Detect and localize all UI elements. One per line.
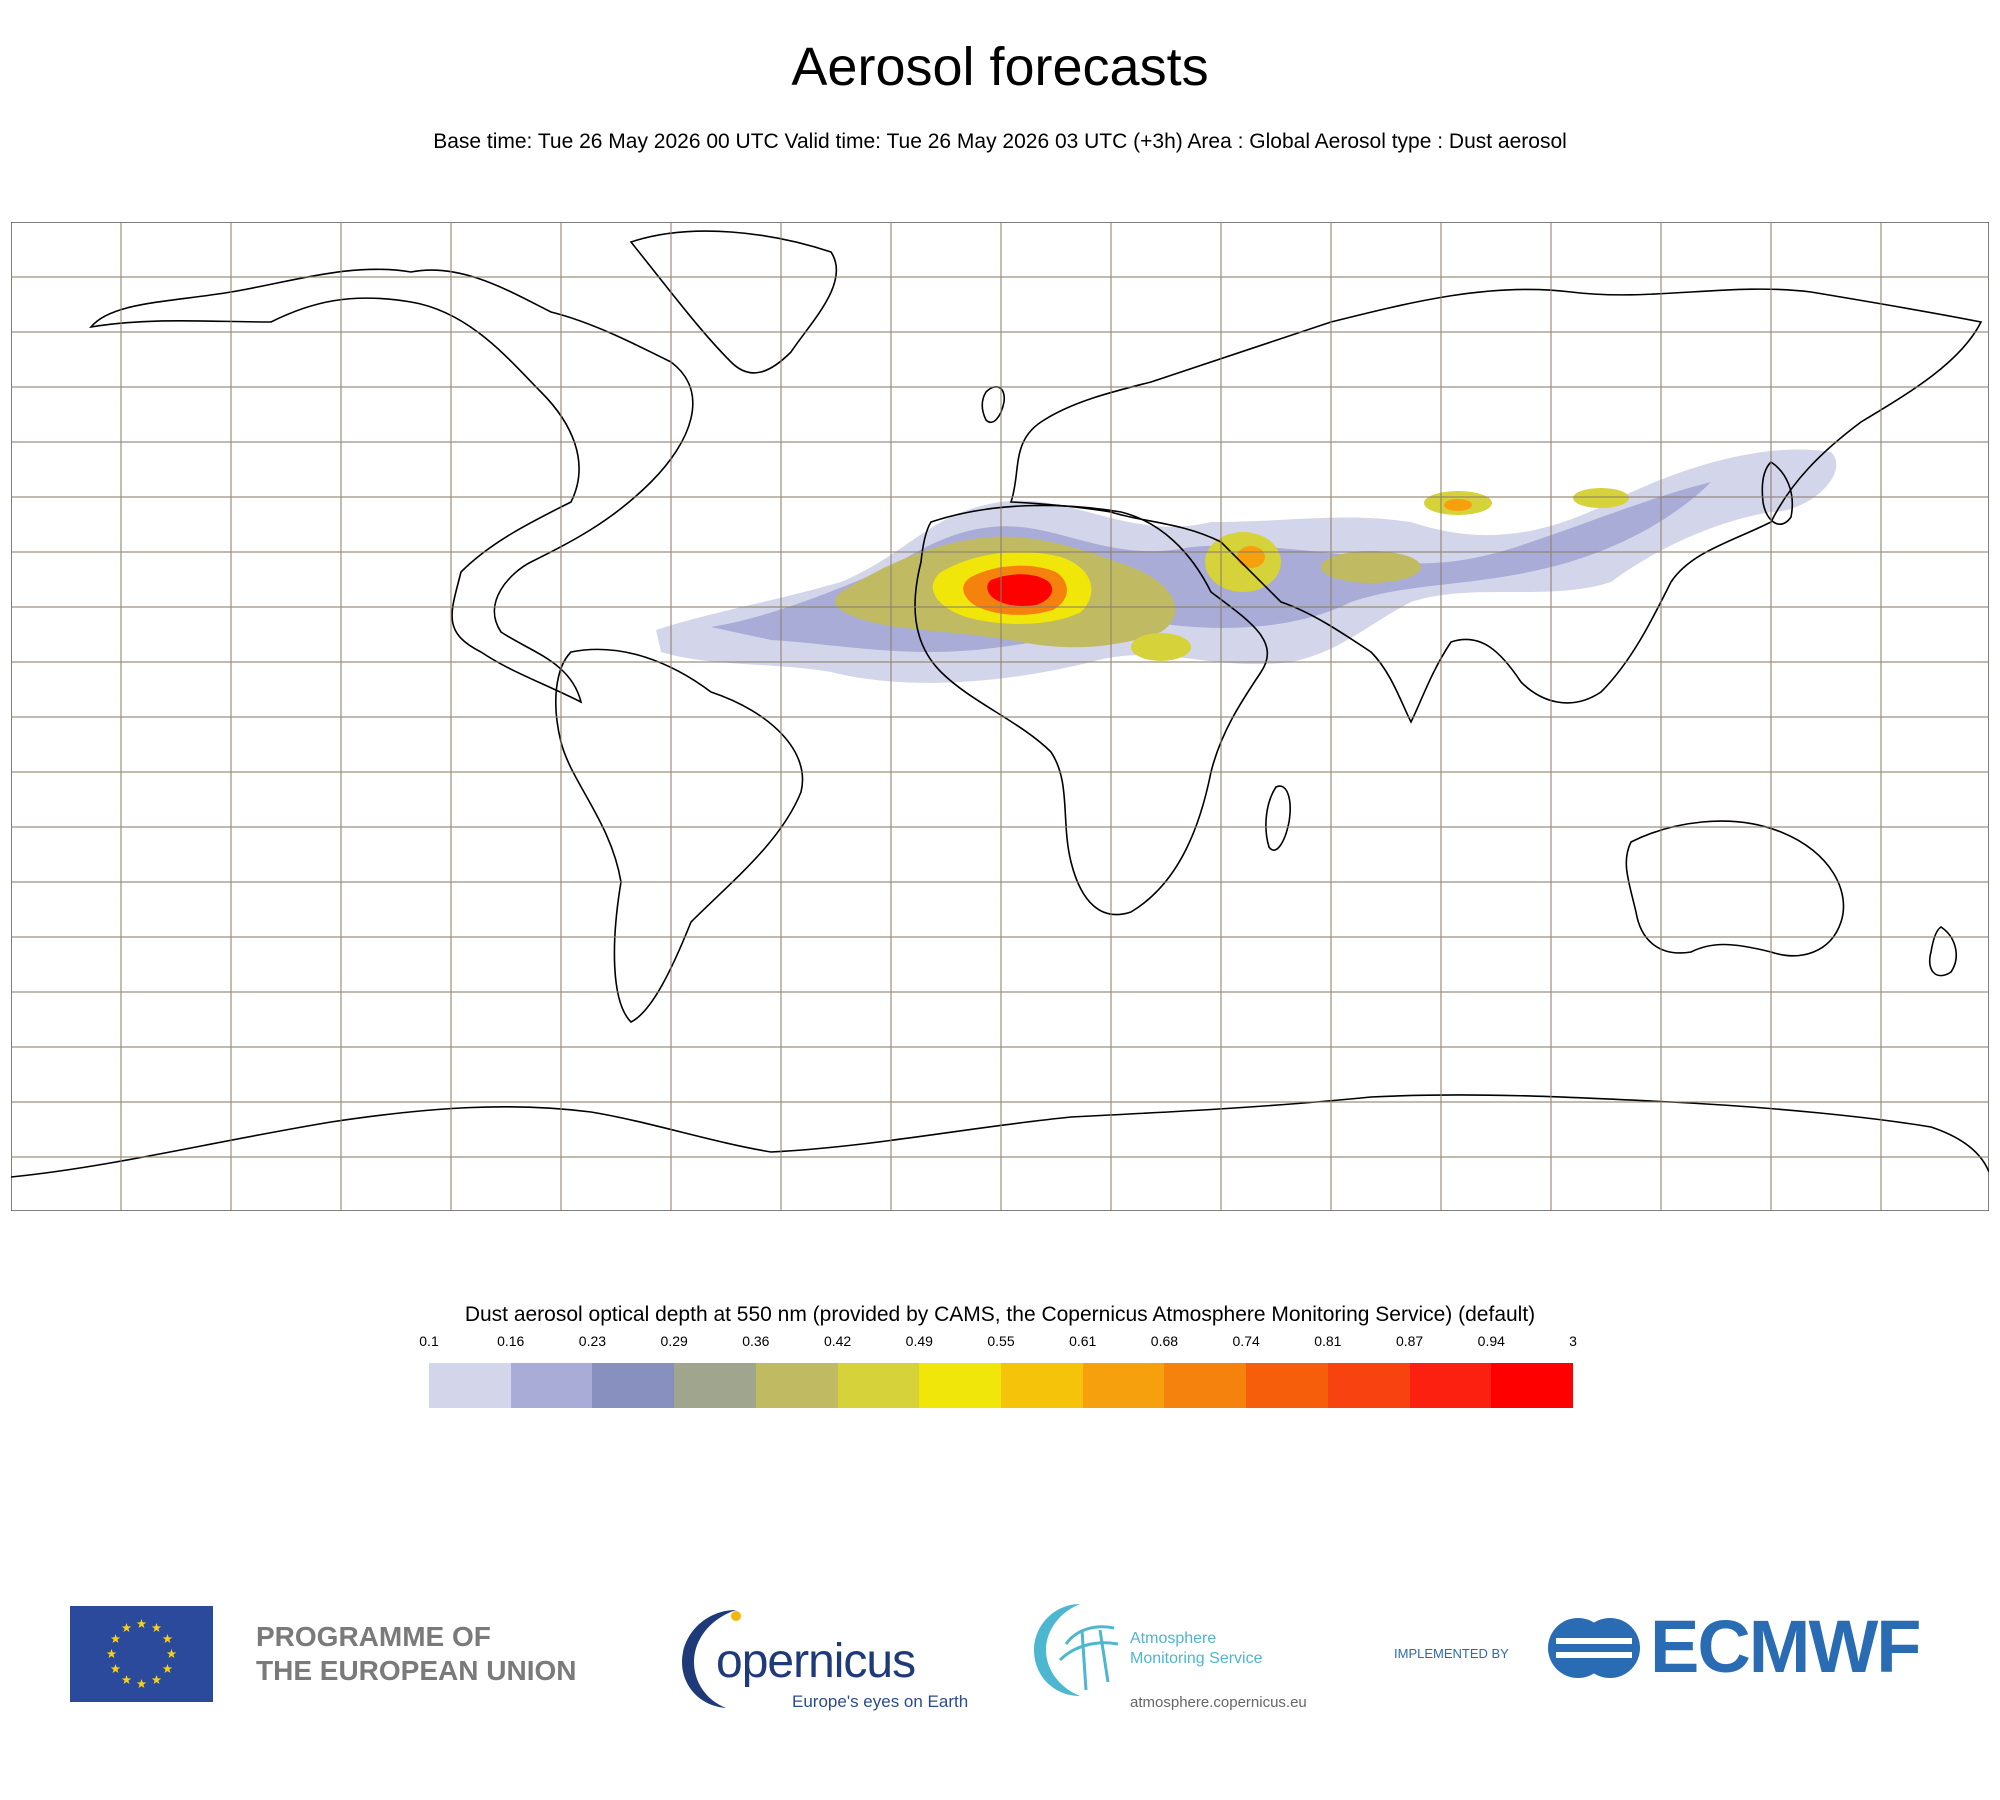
japan-outline (1761, 460, 1794, 525)
eu-star-icon (162, 1634, 173, 1644)
eu-programme-text: PROGRAMME OF THE EUROPEAN UNION (256, 1620, 576, 1688)
legend-swatch (837, 1363, 920, 1408)
legend-tick-label: 0.36 (742, 1333, 770, 1349)
legend-swatch (1327, 1363, 1410, 1408)
dust-core-red (987, 574, 1053, 606)
legend-swatch (592, 1363, 675, 1408)
greenland-outline (629, 230, 838, 374)
copernicus-swoosh-icon (682, 1610, 741, 1708)
legend-swatch (1001, 1363, 1083, 1408)
legend-swatch (1164, 1363, 1247, 1408)
eu-star-icon (121, 1674, 132, 1685)
legend-swatch (429, 1363, 511, 1408)
cams-line2: Monitoring Service (1130, 1650, 1263, 1667)
dust-gobi-yellow (1573, 488, 1629, 508)
eu-star-icon (166, 1649, 177, 1659)
legend-tick-label: 0.81 (1314, 1333, 1342, 1349)
color-legend: 0.1 0.16 0.23 0.29 0.36 0.42 0.49 0.55 0.61 0.68 0… (419, 1333, 1577, 1408)
legend-tick-label: 0.61 (1069, 1333, 1097, 1349)
copernicus-wordmark: opernicus (716, 1635, 916, 1688)
legend-swatch (510, 1363, 593, 1408)
copernicus-logo: opernicus Europe's eyes on Earth (676, 1602, 968, 1712)
eu-star-icon (151, 1623, 162, 1633)
graticule (11, 222, 1989, 1211)
page-title: Aerosol forecasts (791, 37, 1209, 97)
eu-text-line2: THE EUROPEAN UNION (256, 1655, 577, 1686)
implemented-by-text: IMPLEMENTED BY (1394, 1646, 1509, 1661)
forecast-subtitle: Base time: Tue 26 May 2026 00 UTC Valid … (433, 130, 1567, 153)
new-zealand-outline (1929, 926, 1957, 977)
legend-tick-label: 3 (1569, 1333, 1577, 1349)
eu-flag-icon (70, 1606, 213, 1702)
legend-tick-label: 0.49 (905, 1333, 933, 1349)
legend-tick-label: 0.16 (497, 1333, 525, 1349)
legend-tick-label: 0.94 (1477, 1333, 1505, 1349)
cams-url: atmosphere.copernicus.eu (1130, 1694, 1307, 1711)
cams-globe-icon (1034, 1604, 1119, 1696)
africa-outline (914, 504, 1269, 916)
legend-swatch (919, 1363, 1002, 1408)
eu-star-icon (121, 1623, 132, 1633)
legend-color-bar (429, 1363, 1574, 1408)
legend-swatch (674, 1363, 756, 1408)
uk-outline (981, 386, 1006, 424)
dust-arabia-orange (1237, 546, 1265, 568)
legend-tick-label: 0.55 (987, 1333, 1015, 1349)
cams-line1: Atmosphere (1130, 1630, 1217, 1647)
footer-logos: PROGRAMME OF THE EUROPEAN UNION opernicu… (0, 1590, 2000, 1730)
legend-swatch (1246, 1363, 1328, 1408)
eu-star-icon (110, 1664, 121, 1674)
legend-tick-label: 0.1 (419, 1333, 439, 1349)
legend-title: Dust aerosol optical depth at 550 nm (pr… (464, 1303, 1536, 1326)
legend-tick-label: 0.87 (1395, 1333, 1424, 1349)
legend-swatch (1491, 1363, 1574, 1408)
south-america-outline (555, 648, 804, 1023)
ecmwf-logo: ECMWF (1546, 1605, 1946, 1688)
legend-swatch (755, 1363, 838, 1408)
ecmwf-symbol-icon (1548, 1618, 1640, 1678)
antarctica-outline (11, 1094, 1989, 1178)
dust-sahel-yellow (1131, 633, 1191, 661)
north-america-outline (89, 268, 694, 704)
eu-star-icon (151, 1674, 162, 1685)
madagascar-outline (1265, 785, 1291, 851)
cams-logo: Atmosphere Monitoring Service atmosphere… (1030, 1600, 1330, 1720)
world-map (11, 222, 1989, 1211)
eu-star-icon (106, 1649, 117, 1659)
eu-star-icon (136, 1679, 147, 1689)
eu-stars (106, 1619, 177, 1689)
dust-taklamakan-orange (1444, 499, 1472, 511)
legend-swatch (1409, 1363, 1492, 1408)
ecmwf-wordmark: ECMWF (1650, 1605, 1921, 1688)
legend-tick-label: 0.23 (578, 1333, 607, 1349)
eu-star-icon (136, 1619, 147, 1629)
legend-tick-label: 0.42 (823, 1333, 852, 1349)
legend-tick-label: 0.68 (1150, 1333, 1179, 1349)
eu-star-icon (162, 1664, 173, 1674)
eu-text-line1: PROGRAMME OF (256, 1621, 491, 1652)
eu-star-icon (110, 1634, 121, 1644)
copernicus-tagline: Europe's eyes on Earth (792, 1692, 969, 1711)
legend-swatch (1082, 1363, 1165, 1408)
legend-tick-label: 0.29 (660, 1333, 688, 1349)
legend-tick-label: 0.74 (1232, 1333, 1260, 1349)
dust-iran-olive (1321, 551, 1421, 583)
